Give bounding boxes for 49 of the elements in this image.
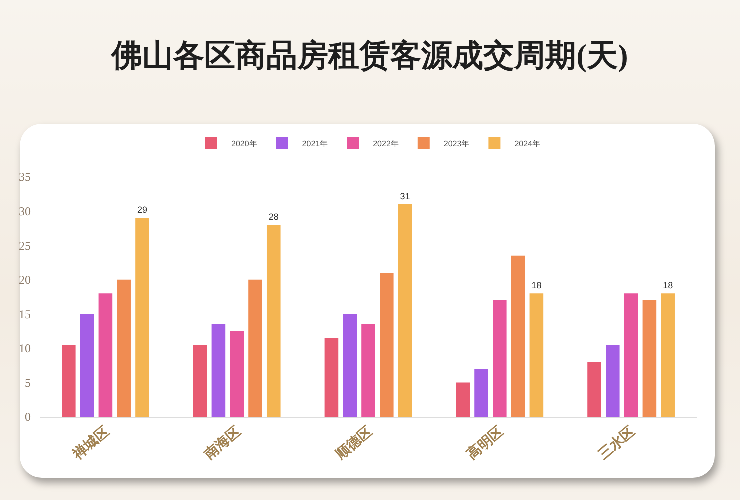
y-tick-label: 10: [19, 342, 31, 356]
y-tick-label: 20: [19, 273, 31, 288]
x-tick-label: 顺德区: [332, 424, 376, 464]
bar: [212, 324, 226, 417]
bar: [624, 294, 638, 417]
x-tick-label: 南海区: [200, 424, 244, 464]
bar: [661, 294, 675, 417]
y-tick-label: 25: [19, 238, 31, 253]
data-label: 18: [663, 280, 674, 291]
bar: [493, 300, 507, 417]
data-label: 31: [400, 191, 410, 202]
bar: [343, 314, 357, 417]
bar: [380, 273, 394, 417]
y-tick-label: 30: [19, 204, 31, 218]
bar: [230, 331, 244, 417]
y-tick-label: 5: [25, 376, 31, 390]
y-tick-label: 0: [25, 410, 31, 424]
y-tick-label: 35: [19, 170, 31, 184]
bar: [456, 382, 470, 417]
bar: [398, 204, 412, 417]
bar: [511, 256, 526, 417]
legend-label: 2023年: [444, 140, 470, 149]
bar: [642, 300, 657, 417]
bar: [248, 280, 262, 417]
legend-label: 2024年: [514, 140, 540, 149]
legend-label: 2022年: [373, 140, 399, 149]
bar: [98, 294, 113, 417]
data-label: 28: [268, 212, 279, 222]
chart-title: 佛山各区商品房租赁客源成交周期(天): [110, 38, 628, 73]
legend-label: 2021年: [302, 140, 328, 149]
data-label: 18: [532, 280, 542, 291]
bar: [117, 280, 131, 417]
bar: [80, 314, 94, 417]
legend-label: 2020年: [232, 140, 258, 149]
bar: [362, 324, 376, 417]
x-tick-label: 禅城区: [68, 423, 113, 464]
bar: [588, 362, 602, 417]
data-label: 29: [137, 205, 148, 216]
bar: [474, 369, 488, 417]
bar: [266, 225, 281, 417]
y-tick-label: 15: [19, 307, 31, 322]
bar: [62, 345, 76, 417]
bar: [324, 338, 339, 417]
x-tick-label: 高明区: [464, 423, 507, 464]
bar: [530, 294, 544, 417]
bar: [606, 345, 620, 417]
bar: [136, 218, 150, 417]
bar: [193, 345, 208, 417]
x-tick-label: 三水区: [596, 424, 638, 464]
